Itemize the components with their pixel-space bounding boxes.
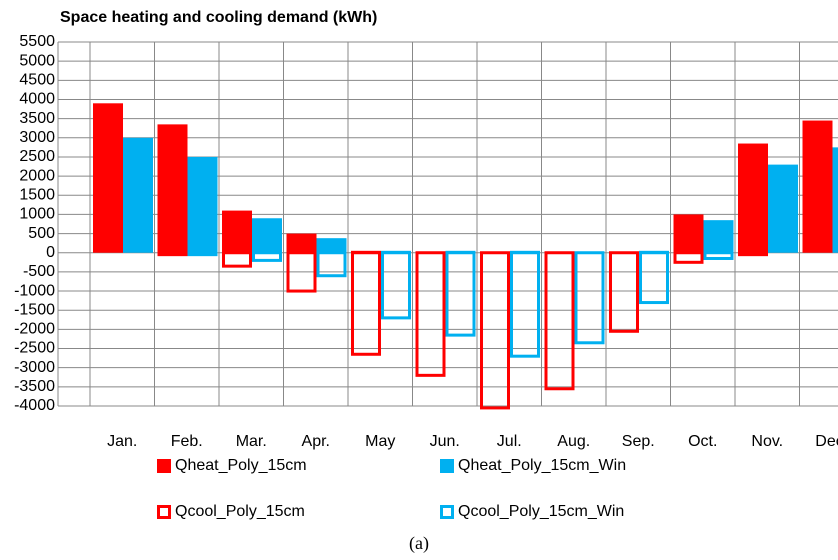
bar-outline [544,251,575,391]
x-tick-label: Jan. [107,433,137,450]
x-tick-label: Sep. [622,433,655,450]
x-tick-label: Aug. [557,433,590,450]
y-tick-label: -3000 [14,359,55,376]
bar [222,210,252,253]
legend-label: Qcool_Poly_15cm_Win [458,503,624,520]
y-tick-label: 3500 [19,110,55,127]
bar-outline [738,251,768,257]
bar-outline [316,251,347,278]
bar-outline [703,251,734,260]
y-tick-label: 4000 [19,91,55,108]
y-tick-label: 500 [28,225,55,242]
bar [187,156,218,253]
x-tick-label: May [365,433,395,450]
bar-outline [639,251,669,305]
x-tick-label: Mar. [236,433,267,450]
bar-outline [510,251,540,358]
y-tick-label: 1000 [19,206,55,223]
x-tick-label: Nov. [751,433,783,450]
x-tick-label: Oct. [688,433,717,450]
bar-outline [574,251,605,345]
bar-outline [187,251,218,257]
legend-label: Qheat_Poly_15cm_Win [458,457,626,474]
bar-outline [673,251,704,264]
legend-swatch [157,505,171,519]
bar [703,220,734,253]
y-tick-label: -4000 [14,397,55,414]
bar [123,137,153,253]
bar [93,103,123,253]
bar-outline [222,251,252,268]
y-tick-label: 1500 [19,186,55,203]
bar-outline [351,251,381,356]
bar-outline [286,251,317,293]
bar [832,147,838,253]
x-tick-label: Jul. [497,433,522,450]
y-tick-label: 0 [46,244,55,261]
bar [252,218,282,253]
bar [673,214,704,253]
y-tick-label: -1000 [14,282,55,299]
bar [286,233,317,253]
y-tick-label: -1500 [14,301,55,318]
legend-swatch [440,505,454,519]
bar-outline [252,251,282,262]
bar-outline [609,251,639,333]
bar [157,124,188,253]
y-tick-label: 3000 [19,129,55,146]
y-tick-label: -2500 [14,340,55,357]
y-tick-label: 4500 [19,72,55,89]
y-tick-label: 5500 [19,33,55,50]
x-tick-label: Apr. [302,433,330,450]
y-tick-label: -3500 [14,378,55,395]
bar [316,238,347,253]
x-tick-label: Jun. [430,433,460,450]
bar-outline [415,251,446,377]
chart-title: Space heating and cooling demand (kWh) [60,9,377,26]
y-tick-label: 5000 [19,52,55,69]
bar-outline [480,251,510,410]
bar-outline [445,251,476,337]
bar-outline [157,251,188,257]
bar [738,143,768,253]
bar [768,164,798,253]
legend-swatch [157,459,171,473]
legend-label: Qheat_Poly_15cm [175,457,307,474]
y-tick-label: -2000 [14,321,55,338]
bar-outline [381,251,411,320]
y-tick-label: 2000 [19,167,55,184]
legend-label: Qcool_Poly_15cm [175,503,305,520]
x-tick-label: Dec. [815,433,838,450]
y-tick-label: 2500 [19,148,55,165]
y-tick-label: -500 [23,263,55,280]
x-tick-label: Feb. [171,433,203,450]
caption: (a) [409,533,429,554]
bar [802,120,833,253]
legend-swatch [440,459,454,473]
